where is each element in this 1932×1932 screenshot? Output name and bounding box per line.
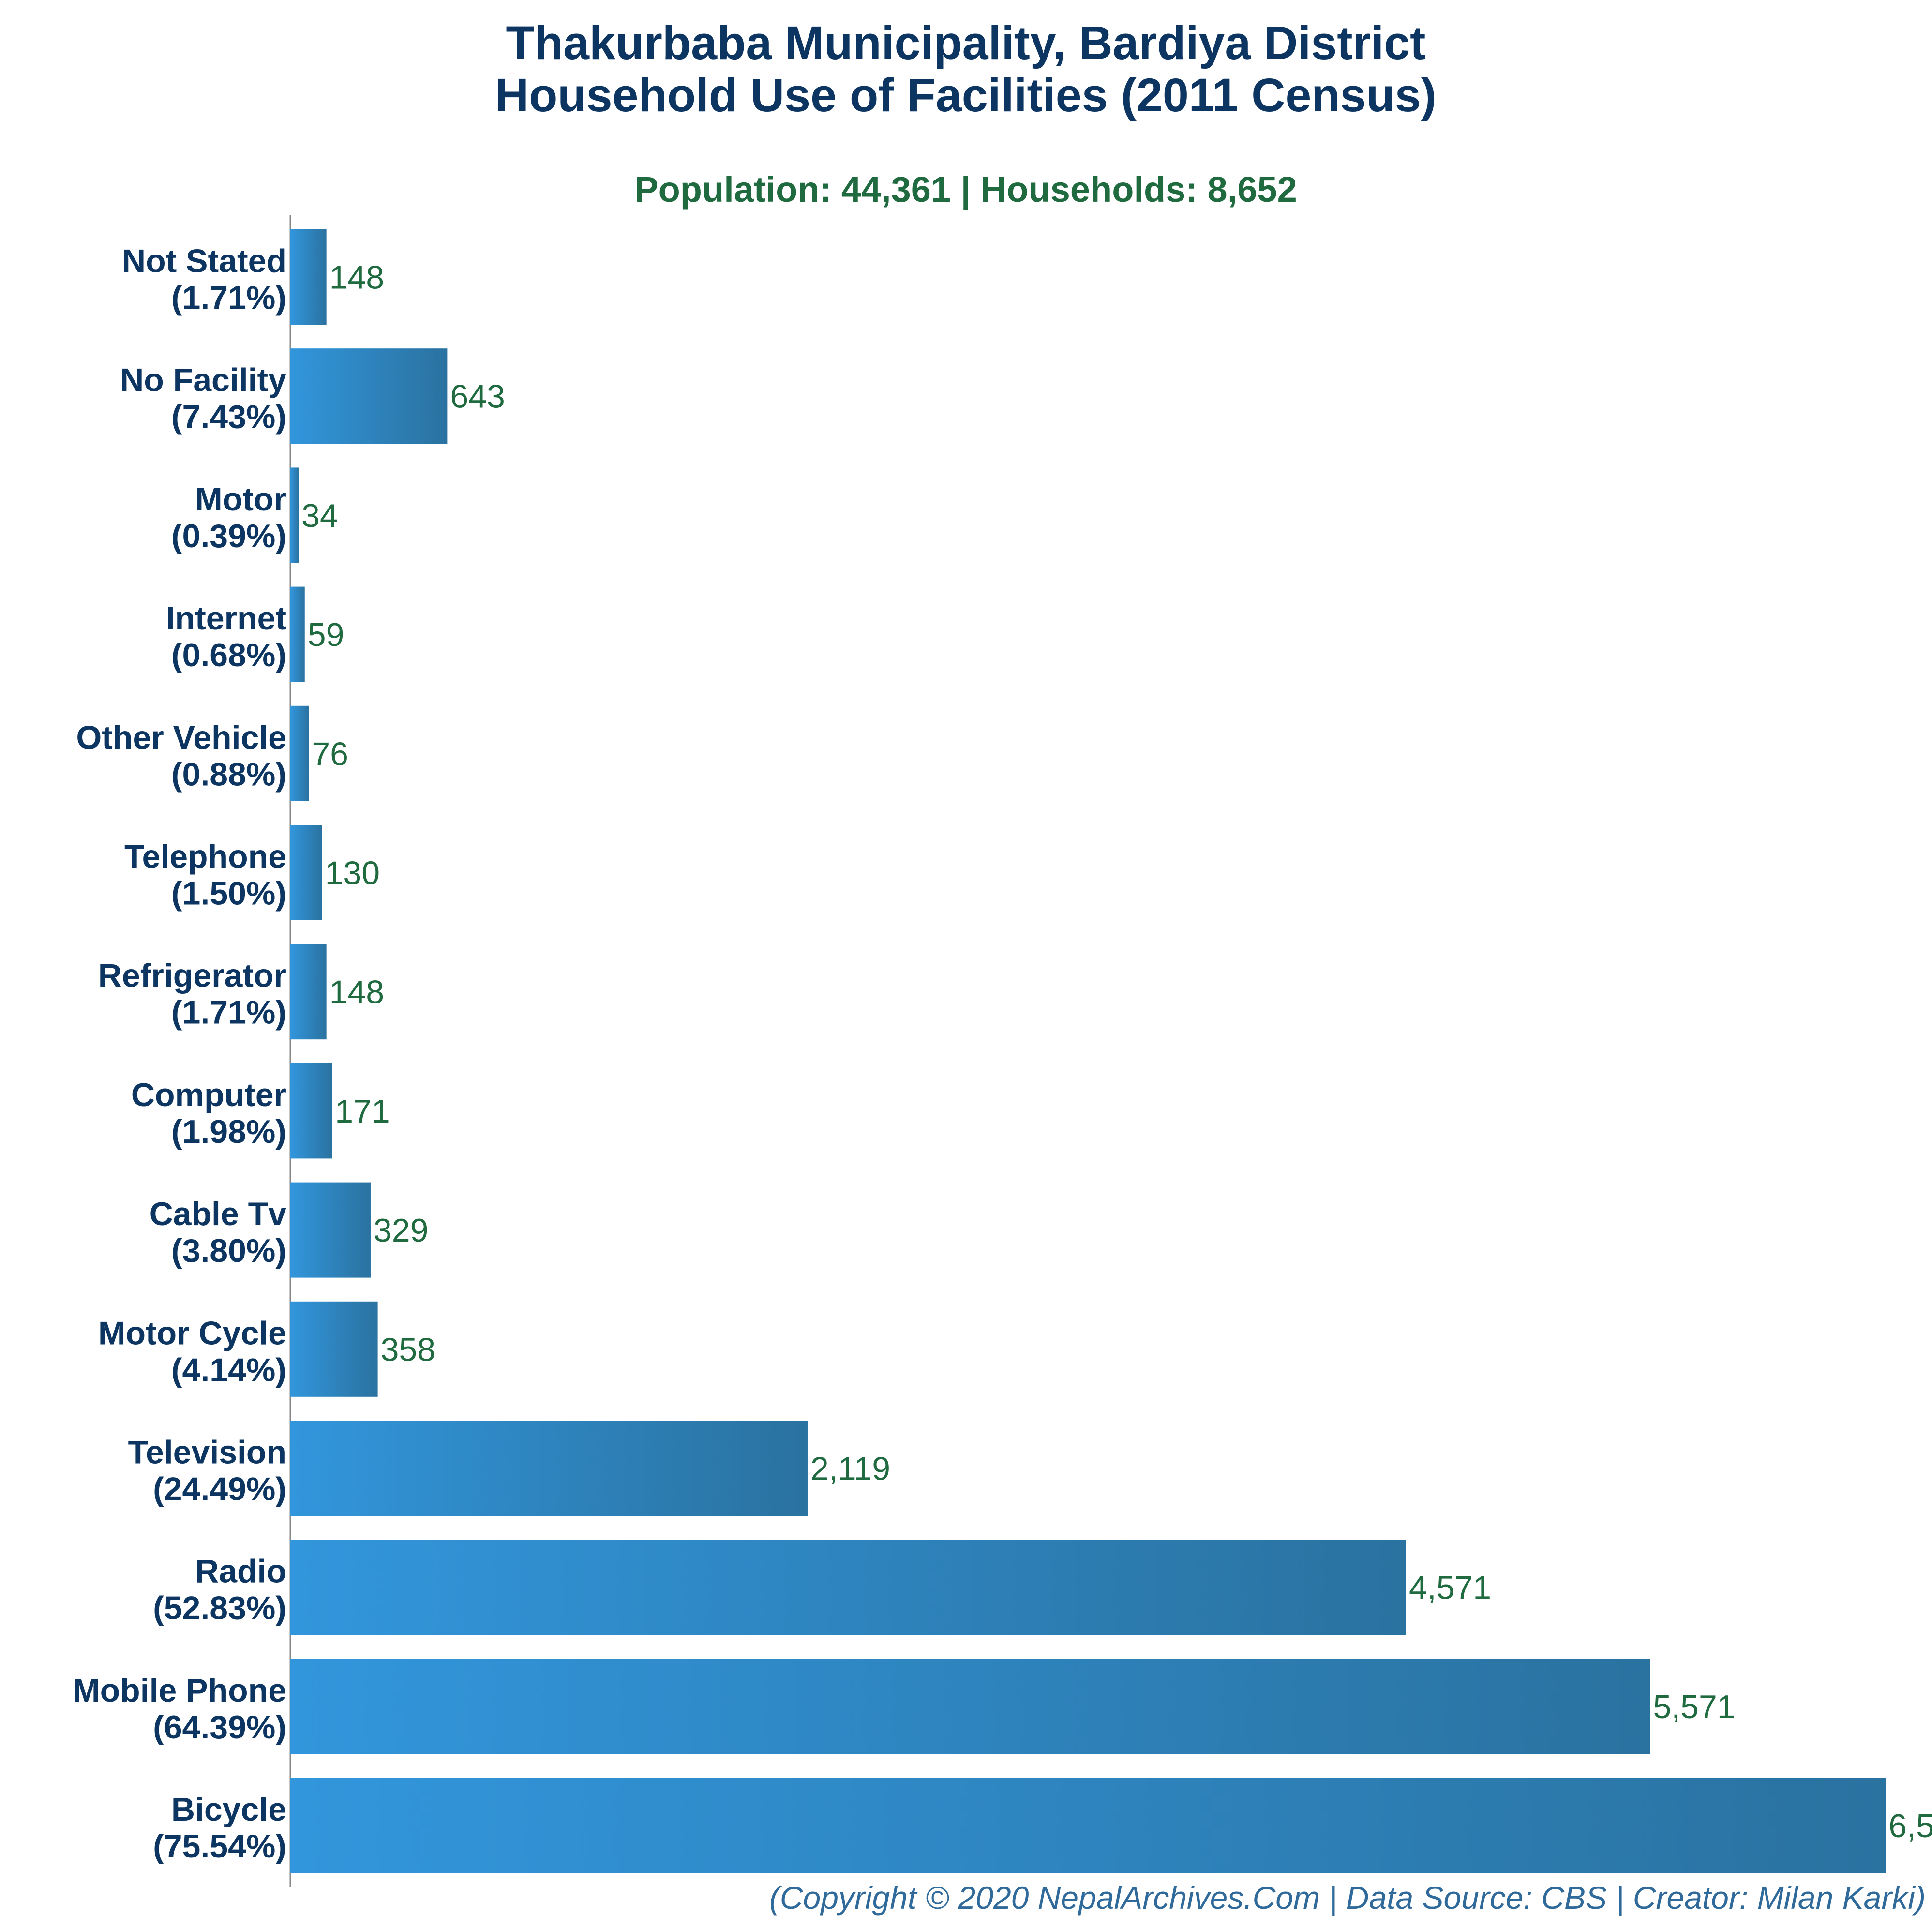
category-label: Cable Tv [150, 1196, 287, 1232]
value-label: 34 [301, 497, 338, 534]
percent-label: (0.39%) [171, 518, 286, 554]
category-label: Other Vehicle [76, 719, 286, 756]
category-label: Radio [195, 1553, 286, 1590]
category-label: Motor Cycle [98, 1315, 286, 1351]
category-label: Refrigerator [98, 958, 286, 994]
bar-refrigerator [290, 944, 327, 1040]
category-label: Television [128, 1434, 286, 1471]
percent-label: (24.49%) [153, 1471, 286, 1508]
value-label: 643 [450, 378, 505, 415]
value-label: 329 [374, 1212, 428, 1249]
footer-credit: (Copyright © 2020 NepalArchives.Com | Da… [769, 1880, 1926, 1917]
bar-internet [290, 586, 305, 682]
bar-motor-cycle [290, 1301, 378, 1397]
bar-radio [290, 1540, 1406, 1635]
bar-mobile-phone [290, 1659, 1650, 1754]
category-label: Motor [195, 481, 286, 518]
value-label: 4,571 [1409, 1570, 1491, 1606]
percent-label: (64.39%) [153, 1709, 286, 1746]
chart-subtitle: Population: 44,361 | Households: 8,652 [634, 169, 1297, 210]
bar-computer [290, 1063, 332, 1159]
percent-label: (1.98%) [171, 1113, 286, 1150]
bar-other-vehicle [290, 705, 309, 801]
bar-telephone [290, 825, 322, 920]
percent-label: (75.54%) [153, 1828, 286, 1865]
percent-label: (0.68%) [171, 637, 286, 674]
value-label: 358 [381, 1331, 435, 1368]
chart-title-line2: Household Use of Facilities (2011 Census… [495, 69, 1437, 121]
bar-motor [290, 467, 299, 563]
category-label: Bicycle [171, 1791, 286, 1828]
percent-label: (7.43%) [171, 399, 286, 435]
percent-label: (0.88%) [171, 756, 286, 793]
value-label: 130 [325, 855, 380, 892]
value-label: 59 [308, 616, 344, 653]
value-label: 171 [335, 1093, 389, 1130]
bar-cable-tv [290, 1182, 371, 1278]
category-label: No Facility [120, 362, 286, 399]
bar-bicycle [290, 1778, 1886, 1873]
percent-label: (52.83%) [153, 1590, 286, 1627]
bar-no-facility [290, 348, 448, 444]
bar-not-stated [290, 229, 327, 325]
percent-label: (1.50%) [171, 875, 286, 912]
bar-television [290, 1421, 808, 1516]
category-label: Internet [166, 600, 286, 637]
value-label: 6,536 [1888, 1808, 1932, 1844]
category-label: Not Stated [122, 243, 286, 280]
percent-label: (4.14%) [171, 1351, 286, 1388]
percent-label: (1.71%) [171, 994, 286, 1031]
percent-label: (3.80%) [171, 1232, 286, 1269]
value-label: 148 [329, 259, 384, 296]
category-label: Mobile Phone [73, 1672, 286, 1709]
category-label: Computer [131, 1077, 286, 1113]
chart-title-line1: Thakurbaba Municipality, Bardiya Distric… [506, 16, 1426, 69]
category-label: Telephone [124, 839, 286, 875]
percent-label: (1.71%) [171, 280, 286, 316]
value-label: 148 [329, 974, 384, 1011]
value-label: 76 [312, 735, 348, 772]
value-label: 5,571 [1653, 1689, 1735, 1725]
value-label: 2,119 [810, 1451, 890, 1487]
